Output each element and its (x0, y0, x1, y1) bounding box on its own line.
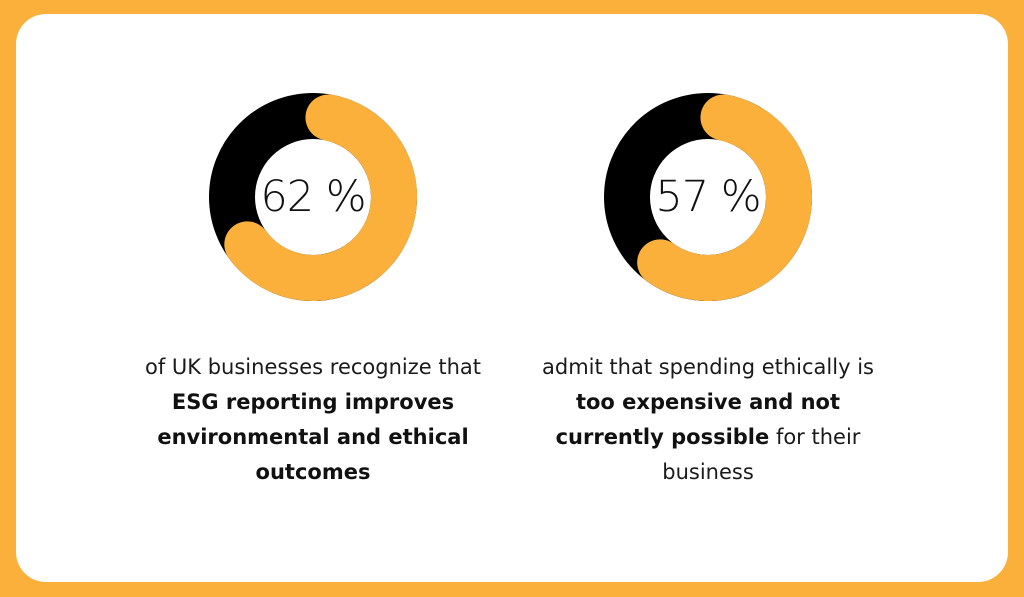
caption-bold-text: ESG reporting improves environmental and… (157, 390, 469, 484)
donut-chart: 62 % (209, 93, 417, 301)
donut-value-arc (637, 94, 812, 301)
caption-text-end: for their business (662, 425, 861, 484)
stat-caption: of UK businesses recognize that ESG repo… (133, 350, 493, 490)
donut-center-label: 57 % (655, 172, 761, 222)
caption-text: of UK businesses recognize that (144, 355, 482, 379)
caption-bold-text: too expensive and not currently possible (555, 390, 841, 449)
donut-value-arc (224, 94, 417, 301)
stats-card: 62 % of UK businesses recognize that ESG… (16, 14, 1008, 582)
stat-caption: admit that spending ethically is too exp… (528, 350, 888, 490)
stat-esg-reporting: 62 % of UK businesses recognize that ESG… (133, 14, 493, 582)
stat-ethical-spending: 57 % admit that spending ethically is to… (528, 14, 888, 582)
donut-center-label: 62 % (260, 172, 366, 222)
donut-chart: 57 % (604, 93, 812, 301)
donut-svg (604, 93, 812, 301)
caption-text: admit that spending ethically is (542, 355, 874, 379)
donut-svg (209, 93, 417, 301)
